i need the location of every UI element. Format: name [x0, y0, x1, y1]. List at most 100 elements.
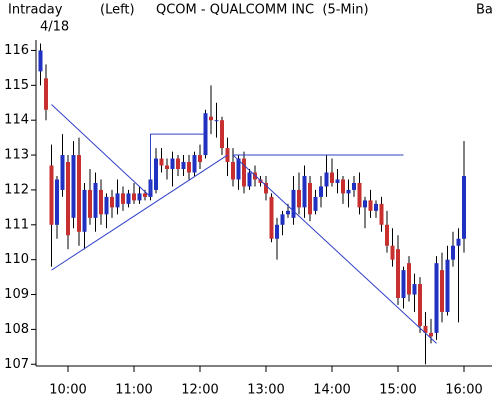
candle-body — [170, 158, 175, 170]
candle-body — [352, 182, 356, 190]
candle-body — [82, 189, 87, 232]
candle-body — [77, 155, 81, 232]
candle-body — [341, 179, 345, 194]
candle-body — [423, 325, 428, 333]
candle-body — [385, 224, 389, 246]
candle-body — [368, 200, 373, 211]
candle-body — [258, 179, 263, 183]
x-tick-label: 15:00 — [379, 383, 416, 398]
candle-body — [379, 203, 384, 225]
candle-body — [275, 224, 279, 239]
candle-body — [220, 120, 224, 149]
candle-body — [187, 162, 191, 173]
candle-body — [192, 155, 197, 173]
candle-body — [308, 182, 312, 215]
y-tick-label: 113 — [4, 148, 29, 163]
y-tick-label: 108 — [4, 322, 29, 337]
candle-body — [60, 155, 65, 190]
candle-body — [209, 116, 213, 121]
x-tick-label: 10:00 — [49, 383, 86, 398]
candle-body — [264, 182, 268, 194]
axis-side-label: (Left) — [100, 3, 135, 18]
candle-body — [132, 193, 136, 201]
y-tick-label: 115 — [4, 78, 29, 93]
candle-body — [440, 270, 444, 312]
candle-body — [154, 158, 158, 190]
candle-body — [126, 193, 131, 204]
candle-body — [456, 238, 461, 246]
y-tick-label: 109 — [4, 287, 29, 302]
x-tick-label: 12:00 — [181, 383, 218, 398]
candle-body — [280, 214, 285, 225]
candle-body — [346, 189, 351, 194]
candle-body — [181, 162, 186, 170]
candle-body — [104, 196, 109, 215]
y-tick-label: 112 — [4, 182, 29, 197]
candle-body — [214, 120, 219, 122]
candle-body — [38, 50, 43, 72]
candle-body — [115, 193, 120, 208]
candle-body — [335, 179, 340, 183]
candle-body — [225, 148, 230, 163]
cut-label: Ba — [476, 3, 492, 18]
candle-body — [357, 182, 362, 208]
candle-body — [418, 284, 422, 326]
period-label: Intraday — [8, 3, 63, 18]
candle-body — [401, 270, 406, 299]
candle-body — [286, 210, 290, 215]
candle-body — [462, 175, 466, 239]
candle-body — [44, 78, 48, 110]
trendline — [51, 154, 228, 271]
candle-body — [302, 175, 307, 208]
candle-body — [407, 263, 411, 295]
candle-body — [374, 203, 378, 211]
candle-body — [143, 193, 147, 197]
candle-body — [269, 196, 274, 239]
x-tick-label: 13:00 — [247, 383, 284, 398]
y-tick-label: 116 — [4, 43, 29, 58]
candle-body — [66, 162, 70, 236]
date-label: 4/18 — [40, 20, 69, 35]
candle-body — [247, 172, 252, 187]
x-tick-label: 16:00 — [445, 383, 482, 398]
y-tick-label: 110 — [4, 252, 29, 267]
candle-body — [88, 189, 92, 218]
candle-body — [198, 155, 202, 163]
candle-body — [291, 189, 296, 218]
candle-body — [121, 193, 125, 204]
candle-body — [49, 165, 54, 225]
chart-title: QCOM - QUALCOMM INC (5-Min) — [156, 3, 369, 18]
candle-body — [445, 259, 450, 312]
candle-body — [110, 196, 114, 208]
candle-body — [71, 155, 76, 218]
y-tick-label: 107 — [4, 357, 29, 372]
candle-body — [390, 245, 395, 260]
y-tick-label: 114 — [4, 113, 29, 128]
trendline — [232, 154, 437, 344]
candle-body — [159, 158, 164, 166]
candle-body — [165, 165, 169, 170]
candle-body — [137, 193, 142, 201]
candle-body — [176, 158, 180, 170]
candle-body — [363, 200, 367, 208]
candle-body — [231, 162, 235, 180]
candle-body — [236, 158, 241, 180]
candle-body — [297, 189, 301, 208]
candle-body — [434, 263, 439, 333]
y-tick-label: 111 — [4, 217, 29, 232]
trendline — [51, 104, 151, 198]
trendline — [150, 133, 206, 194]
candle-body — [313, 196, 318, 211]
candle-body — [99, 189, 103, 215]
candle-body — [451, 245, 455, 260]
x-tick-label: 14:00 — [313, 383, 350, 398]
candle-body — [319, 186, 323, 197]
candle-body — [55, 179, 59, 225]
candle-body — [324, 172, 329, 187]
candle-body — [242, 158, 246, 187]
candle-body — [93, 182, 98, 218]
x-tick-label: 11:00 — [115, 383, 152, 398]
candle-body — [330, 172, 334, 183]
